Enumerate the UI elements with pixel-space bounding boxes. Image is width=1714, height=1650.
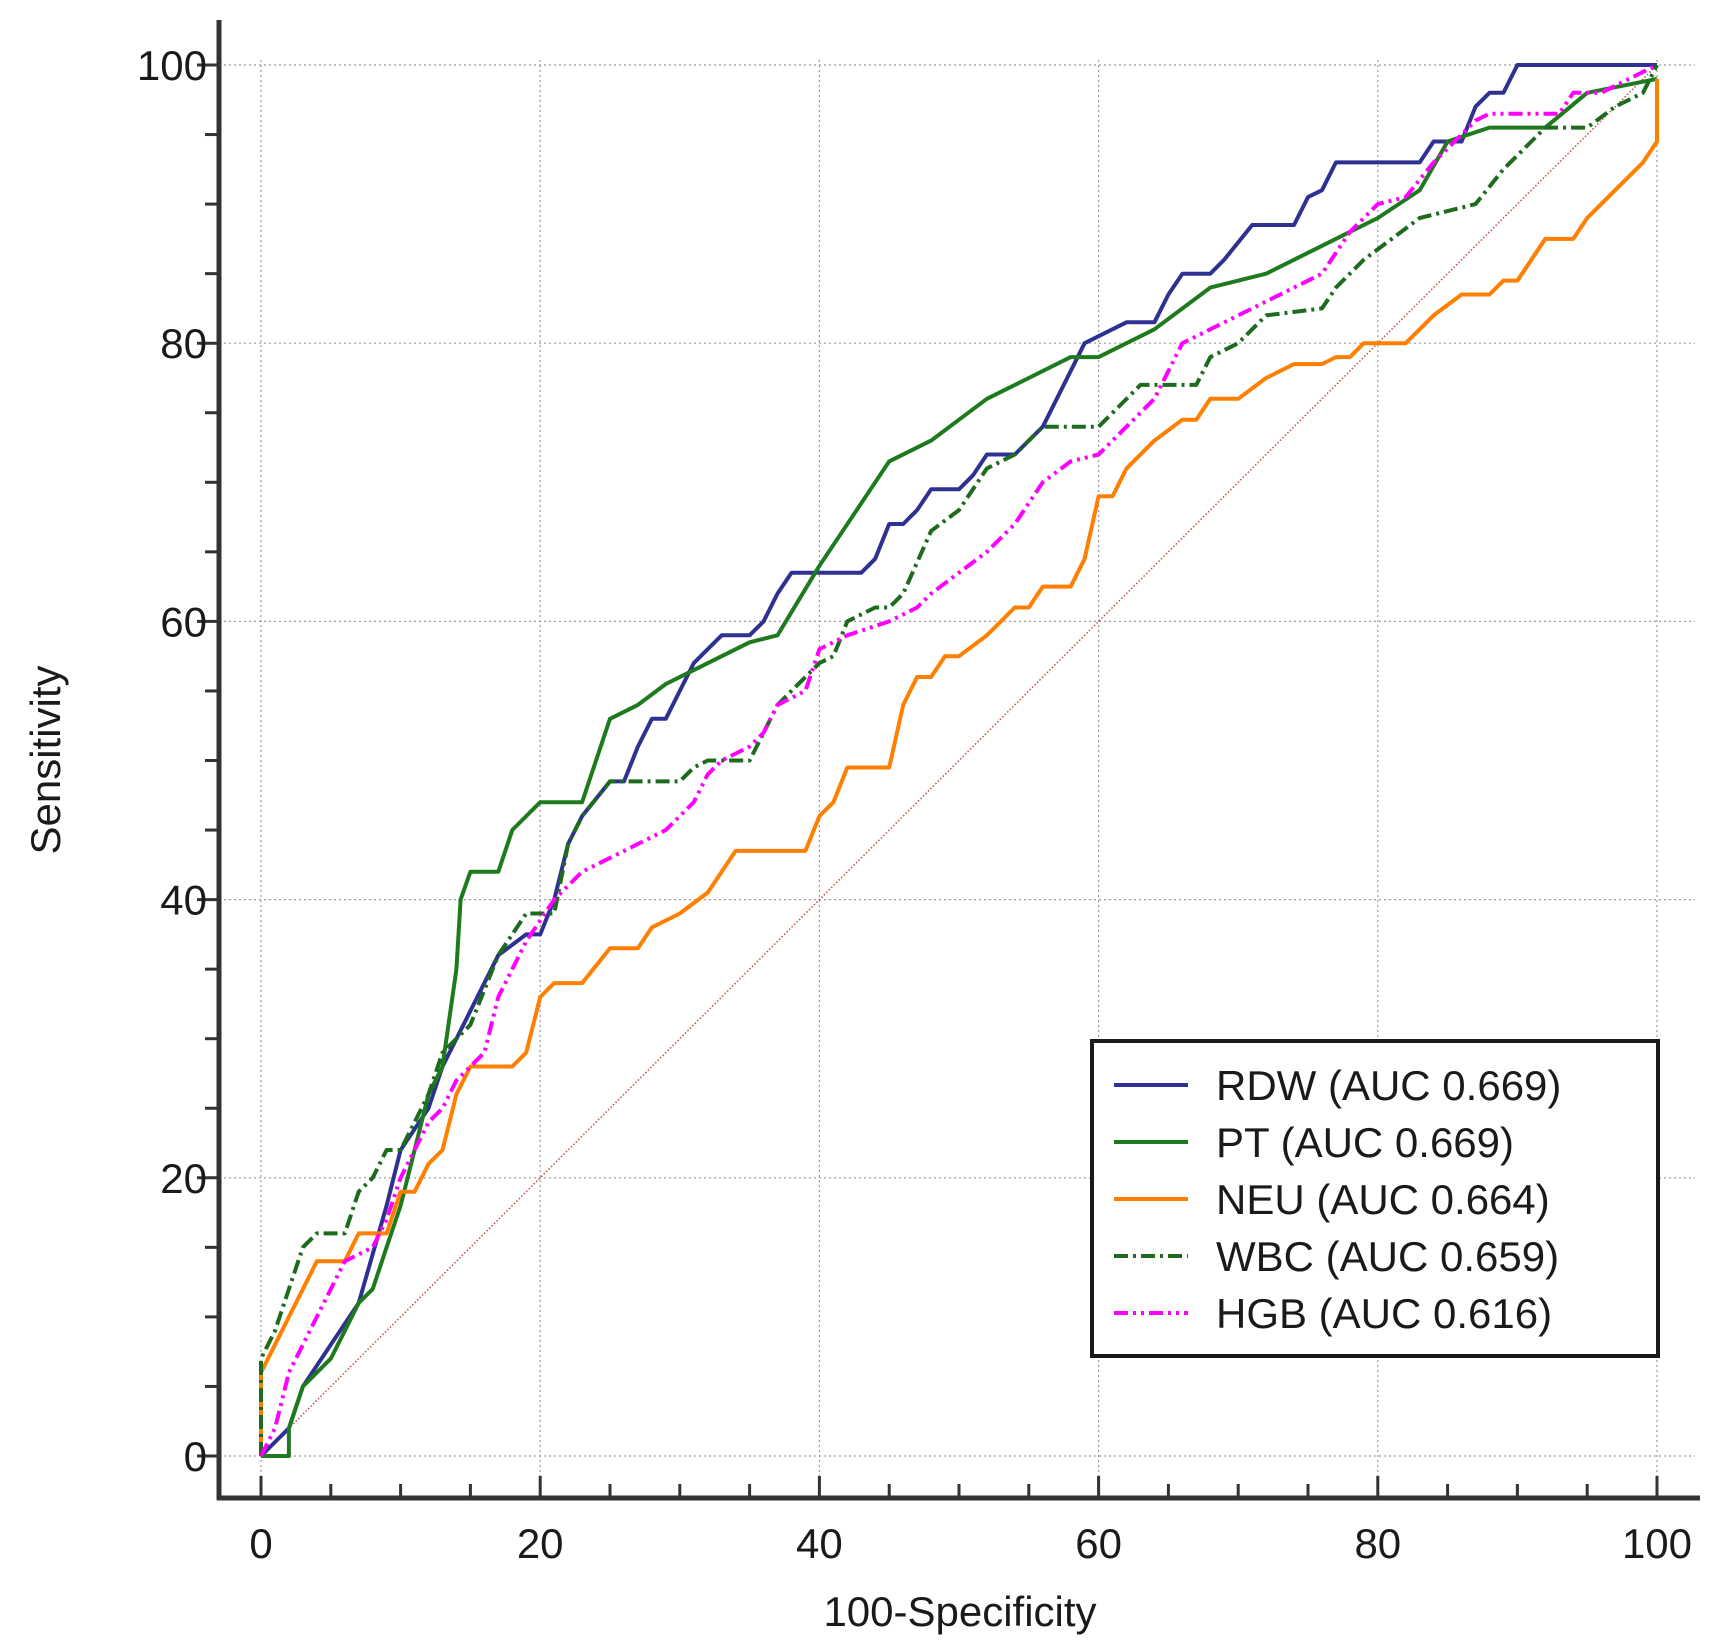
series-line-neu bbox=[259, 78, 1659, 1456]
legend-label-neu: NEU (AUC 0.664) bbox=[1216, 1176, 1550, 1223]
series-line-hgb bbox=[259, 63, 1658, 1457]
legend: RDW (AUC 0.669) PT (AUC 0.669) NEU (AUC 0.… bbox=[1090, 1039, 1660, 1358]
y-axis-title: Sensitivity bbox=[22, 665, 69, 854]
y-tick-label-0: 0 bbox=[184, 1433, 207, 1480]
legend-items: RDW (AUC 0.669) PT (AUC 0.669) NEU (AUC 0.… bbox=[1114, 1062, 1561, 1337]
axes: 0 20 40 60 80 100 0 20 40 60 80 100 bbox=[137, 20, 1700, 1567]
x-axis-title: 100-Specificity bbox=[823, 1588, 1096, 1635]
y-tick-label-20: 20 bbox=[160, 1155, 207, 1202]
series-line-pt bbox=[261, 76, 1658, 1458]
y-tick-label-80: 80 bbox=[160, 320, 207, 367]
series-lines bbox=[259, 63, 1659, 1458]
legend-label-pt: PT (AUC 0.669) bbox=[1216, 1119, 1514, 1166]
x-tick-label-40: 40 bbox=[796, 1520, 843, 1567]
x-tick-label-0: 0 bbox=[249, 1520, 272, 1567]
x-tick-label-80: 80 bbox=[1354, 1520, 1401, 1567]
legend-label-wbc: WBC (AUC 0.659) bbox=[1216, 1233, 1559, 1280]
y-tick-label-40: 40 bbox=[160, 877, 207, 924]
x-tick-label-100: 100 bbox=[1622, 1520, 1692, 1567]
reference-diagonal-line bbox=[260, 64, 1658, 1457]
x-tick-label-20: 20 bbox=[517, 1520, 564, 1567]
series-line-wbc bbox=[259, 64, 1659, 1456]
legend-label-rdw: RDW (AUC 0.669) bbox=[1216, 1062, 1561, 1109]
series-line-rdw bbox=[259, 63, 1657, 1458]
legend-label-hgb: HGB (AUC 0.616) bbox=[1216, 1290, 1552, 1337]
y-tick-label-60: 60 bbox=[160, 598, 207, 645]
x-tick-label-60: 60 bbox=[1075, 1520, 1122, 1567]
y-tick-label-100: 100 bbox=[137, 42, 207, 89]
